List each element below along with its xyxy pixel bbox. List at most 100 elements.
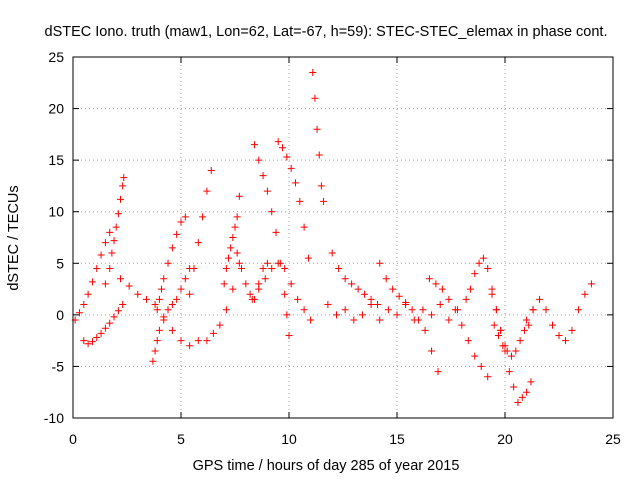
data-point (101, 324, 109, 332)
data-point (341, 306, 349, 314)
data-point (581, 290, 589, 298)
data-point (283, 153, 291, 161)
data-point (484, 373, 492, 381)
data-point (272, 228, 280, 236)
data-point (432, 280, 440, 288)
data-point (523, 316, 531, 324)
data-point (471, 270, 479, 278)
data-point (354, 285, 362, 293)
data-point (263, 259, 271, 267)
data-point (587, 280, 595, 288)
data-point (497, 326, 505, 334)
data-point (507, 352, 515, 360)
data-point (80, 337, 88, 345)
data-point (84, 290, 92, 298)
data-point (199, 213, 207, 221)
tick-marks (72, 56, 614, 419)
data-point (341, 275, 349, 283)
data-point (568, 326, 576, 334)
data-point (505, 368, 513, 376)
data-point (229, 285, 237, 293)
data-point (475, 259, 483, 267)
x-tick-label: 5 (177, 431, 185, 447)
data-point (490, 321, 498, 329)
data-point (466, 285, 474, 293)
y-tick-label: 5 (56, 255, 64, 271)
data-point (434, 368, 442, 376)
data-point (149, 357, 157, 365)
data-point (523, 388, 531, 396)
y-tick-label: 0 (56, 307, 64, 323)
data-point (471, 352, 479, 360)
data-point (294, 295, 302, 303)
data-point (495, 331, 503, 339)
data-point (153, 337, 161, 345)
data-point (313, 125, 321, 133)
data-point (216, 321, 224, 329)
y-tick-label: 20 (48, 101, 64, 117)
data-point (231, 223, 239, 231)
data-point (259, 264, 267, 272)
data-point (488, 290, 496, 298)
data-point (536, 295, 544, 303)
data-point (153, 306, 161, 314)
data-point (110, 313, 118, 321)
data-point (164, 306, 172, 314)
data-point (291, 179, 299, 187)
data-point (561, 337, 569, 345)
data-point (492, 306, 500, 314)
data-point (250, 141, 258, 149)
data-point (428, 347, 436, 355)
data-point (209, 329, 217, 337)
data-point (151, 301, 159, 309)
data-point (84, 340, 92, 348)
data-point (464, 337, 472, 345)
data-point (285, 331, 293, 339)
data-point (574, 306, 582, 314)
y-tick-labels: -10 -5 0 5 10 15 20 25 (44, 49, 64, 426)
data-point (134, 290, 142, 298)
data-point (233, 249, 241, 257)
data-point (328, 249, 336, 257)
data-point (499, 342, 507, 350)
data-point (108, 249, 116, 257)
data-point (125, 282, 133, 290)
data-point (300, 306, 308, 314)
data-point (425, 275, 433, 283)
data-point (117, 275, 125, 283)
data-point (279, 144, 287, 152)
data-point (93, 334, 101, 342)
data-point (335, 264, 343, 272)
data-point (428, 311, 436, 319)
data-point (97, 329, 105, 337)
data-point (110, 237, 118, 245)
data-point (177, 218, 185, 226)
data-point (259, 172, 267, 180)
data-point (242, 280, 250, 288)
data-points (71, 68, 595, 407)
data-point (248, 295, 256, 303)
data-point (235, 259, 243, 267)
data-point (173, 295, 181, 303)
data-point (117, 195, 125, 203)
data-point (274, 138, 282, 146)
data-point (458, 321, 466, 329)
data-point (263, 187, 271, 195)
data-point (106, 264, 114, 272)
data-point (510, 383, 518, 391)
data-point (168, 326, 176, 334)
y-tick-label: 10 (48, 204, 64, 220)
data-point (445, 316, 453, 324)
data-point (106, 319, 114, 327)
data-point (80, 301, 88, 309)
data-point (75, 309, 83, 317)
data-point (525, 321, 533, 329)
data-point (142, 295, 150, 303)
data-point (436, 301, 444, 309)
data-point (462, 295, 470, 303)
data-point (283, 311, 291, 319)
data-point (300, 223, 308, 231)
data-point (514, 399, 522, 407)
data-point (186, 290, 194, 298)
data-point (88, 338, 96, 346)
